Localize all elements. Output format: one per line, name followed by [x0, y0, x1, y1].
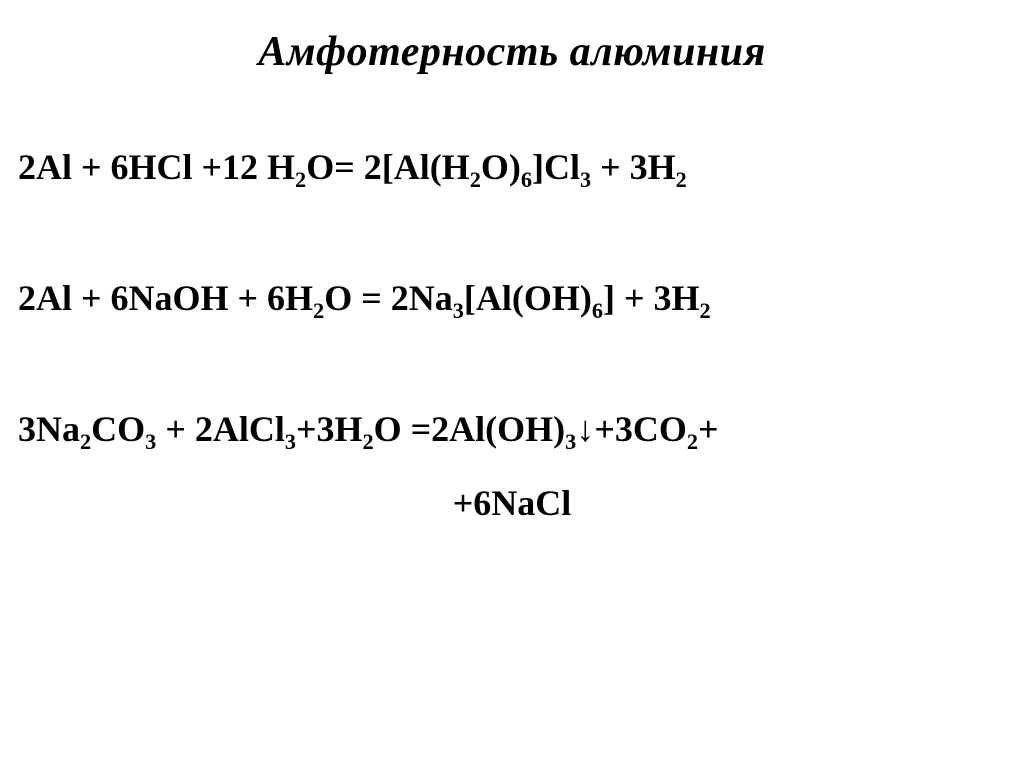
equation-3-line-2: +6NaCl	[18, 482, 1006, 525]
equation-2: 2Al + 6NaOH + 6H2O = 2Na3[Al(OH)6] + 3H2	[18, 277, 1006, 320]
chemistry-slide: Амфотерность алюминия 2Al + 6HCl +12 H2O…	[0, 0, 1024, 768]
equation-1: 2Al + 6HCl +12 H2O= 2[Al(H2O)6]Cl3 + 3H2	[18, 146, 1006, 189]
slide-title: Амфотерность алюминия	[10, 28, 1014, 76]
equation-3-line-1: 3Na2CO3 + 2AlCl3+3H2O =2Al(OH)3↓+3CO2+	[18, 408, 1006, 451]
